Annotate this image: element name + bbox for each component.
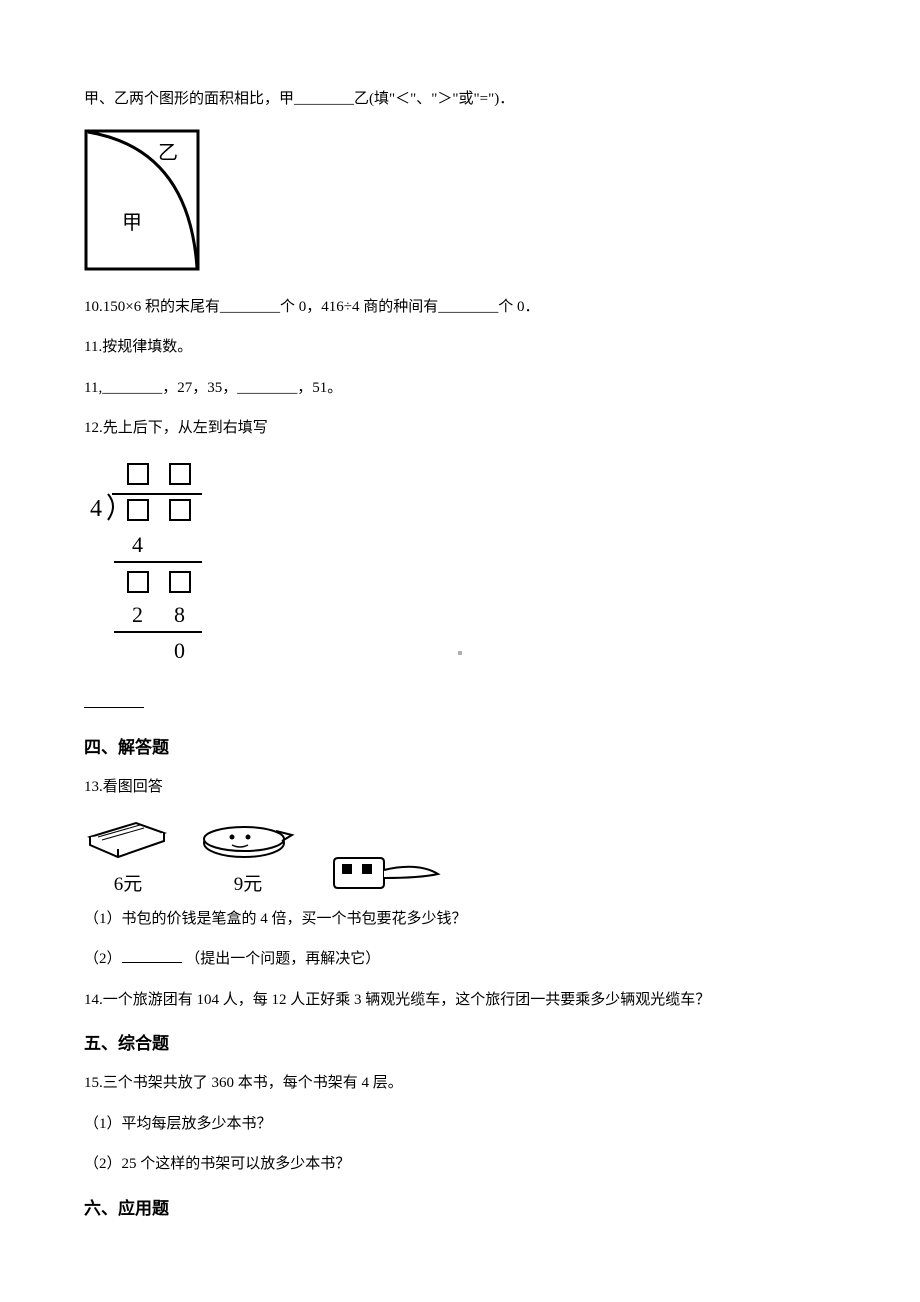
pencilcase-price: 9元 — [234, 869, 263, 896]
label-jia: 甲 — [122, 212, 142, 234]
q15-1: （1）平均每层放多少本书？ — [84, 1113, 836, 1136]
item-bag — [324, 848, 444, 896]
pencilcase-icon — [198, 817, 298, 865]
q13-1: （1）书包的价钱是笔盒的 4 倍，买一个书包要花多少钱？ — [84, 908, 836, 931]
q13-2-suffix: （提出一个问题，再解决它） — [185, 951, 380, 967]
item-book: 6元 — [84, 817, 172, 896]
svg-text:4: 4 — [90, 496, 102, 522]
items-row: 6元 9元 — [84, 817, 836, 896]
bag-icon — [324, 848, 444, 896]
q13: 13.看图回答 — [84, 776, 836, 799]
q14: 14.一个旅游团有 104 人，每 12 人正好乘 3 辆观光缆车，这个旅行团一… — [84, 989, 836, 1012]
svg-text:4: 4 — [132, 532, 143, 557]
page-center-marker — [458, 651, 462, 655]
q15: 15.三个书架共放了 360 本书，每个书架有 4 层。 — [84, 1072, 836, 1095]
q15-2: （2）25 个这样的书架可以放多少本书？ — [84, 1153, 836, 1176]
section-6-heading: 六、应用题 — [84, 1194, 836, 1219]
q13-2: （2） （提出一个问题，再解决它） — [84, 948, 836, 971]
svg-text:0: 0 — [174, 638, 185, 663]
q13-2-prefix: （2） — [84, 951, 122, 967]
book-icon — [84, 817, 172, 865]
q12: 12.先上后下，从左到右填写 — [84, 417, 836, 440]
section-5-heading: 五、综合题 — [84, 1029, 836, 1054]
q9-intro: 甲、乙两个图形的面积相比，甲________乙(填"＜"、"＞"或"=")． — [84, 88, 836, 111]
q11: 11.按规律填数。 — [84, 336, 836, 359]
figure-jia-yi: 甲 乙 — [84, 129, 836, 278]
long-division-figure: 4 4 2 8 0 — [84, 458, 836, 683]
svg-text:2: 2 — [132, 602, 143, 627]
q10: 10.150×6 积的末尾有________个 0，416÷4 商的种间有___… — [84, 296, 836, 319]
q12-blank — [84, 693, 836, 716]
label-yi: 乙 — [158, 142, 178, 164]
q11-sequence: 11,________，27，35，________，51。 — [84, 377, 836, 400]
book-price: 6元 — [114, 869, 143, 896]
svg-text:8: 8 — [174, 602, 185, 627]
item-pencilcase: 9元 — [198, 817, 298, 896]
section-4-heading: 四、解答题 — [84, 733, 836, 758]
